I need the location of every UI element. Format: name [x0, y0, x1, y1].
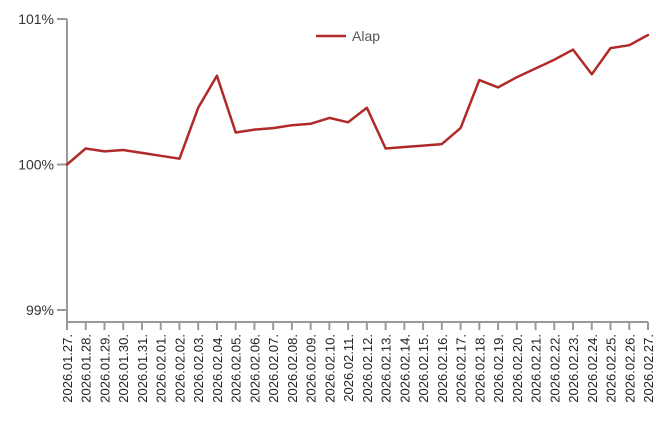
x-tick-label: 2026.02.02. [172, 334, 187, 403]
x-tick-label: 2026.02.13. [379, 334, 394, 403]
x-tick-label: 2026.02.15. [416, 334, 431, 403]
y-tick-label: 99% [26, 302, 54, 318]
legend-label-alap: Alap [352, 28, 380, 44]
x-tick-label: 2026.02.17. [454, 334, 469, 403]
x-tick-label: 2026.02.07. [266, 334, 281, 403]
x-tick-label: 2026.02.27. [641, 334, 656, 403]
y-tick-label: 100% [18, 157, 54, 173]
x-tick-label: 2026.01.27. [60, 334, 75, 403]
x-tick-label: 2026.02.06. [247, 334, 262, 403]
x-tick-label: 2026.02.18. [472, 334, 487, 403]
series-line-alap [65, 33, 650, 166]
x-tick-label: 2026.02.09. [304, 334, 319, 403]
x-tick-label: 2026.02.25. [604, 334, 619, 403]
x-tick-label: 2026.01.30. [116, 334, 131, 403]
x-tick-label: 2026.02.21. [529, 334, 544, 403]
x-tick-label: 2026.02.01. [154, 334, 169, 403]
x-axis: 2026.01.27. 2026.01.28. 2026.01.29. 2026.01… [60, 321, 656, 403]
x-tick-label: 2026.02.23. [566, 334, 581, 403]
x-tick-label: 2026.02.12. [360, 334, 375, 403]
y-axis: 101% 100% 99% [18, 11, 68, 322]
x-tick-label: 2026.02.10. [322, 334, 337, 403]
x-tick-label: 2026.02.19. [491, 334, 506, 403]
series-layer [65, 33, 650, 166]
x-tick-label: 2026.02.16. [435, 334, 450, 403]
x-tick-label: 2026.02.24. [585, 334, 600, 403]
x-tick-label: 2026.02.11. [341, 334, 356, 402]
x-tick-label: 2026.02.08. [285, 334, 300, 403]
x-tick-label: 2026.01.28. [79, 334, 94, 403]
x-tick-label: 2026.02.22. [547, 334, 562, 403]
x-tick-label: 2026.02.20. [510, 334, 525, 403]
x-tick-label: 2026.02.03. [191, 334, 206, 403]
x-tick-label: 2026.02.26. [622, 334, 637, 403]
x-tick-label: 2026.02.14. [397, 334, 412, 403]
x-tick-label: 2026.02.05. [229, 334, 244, 403]
y-tick-label: 101% [18, 11, 54, 27]
x-tick-label: 2026.02.04. [210, 334, 225, 403]
x-tick-label: 2026.01.31. [135, 334, 150, 403]
legend: Alap [316, 28, 380, 44]
x-tick-label: 2026.01.29. [97, 334, 112, 403]
